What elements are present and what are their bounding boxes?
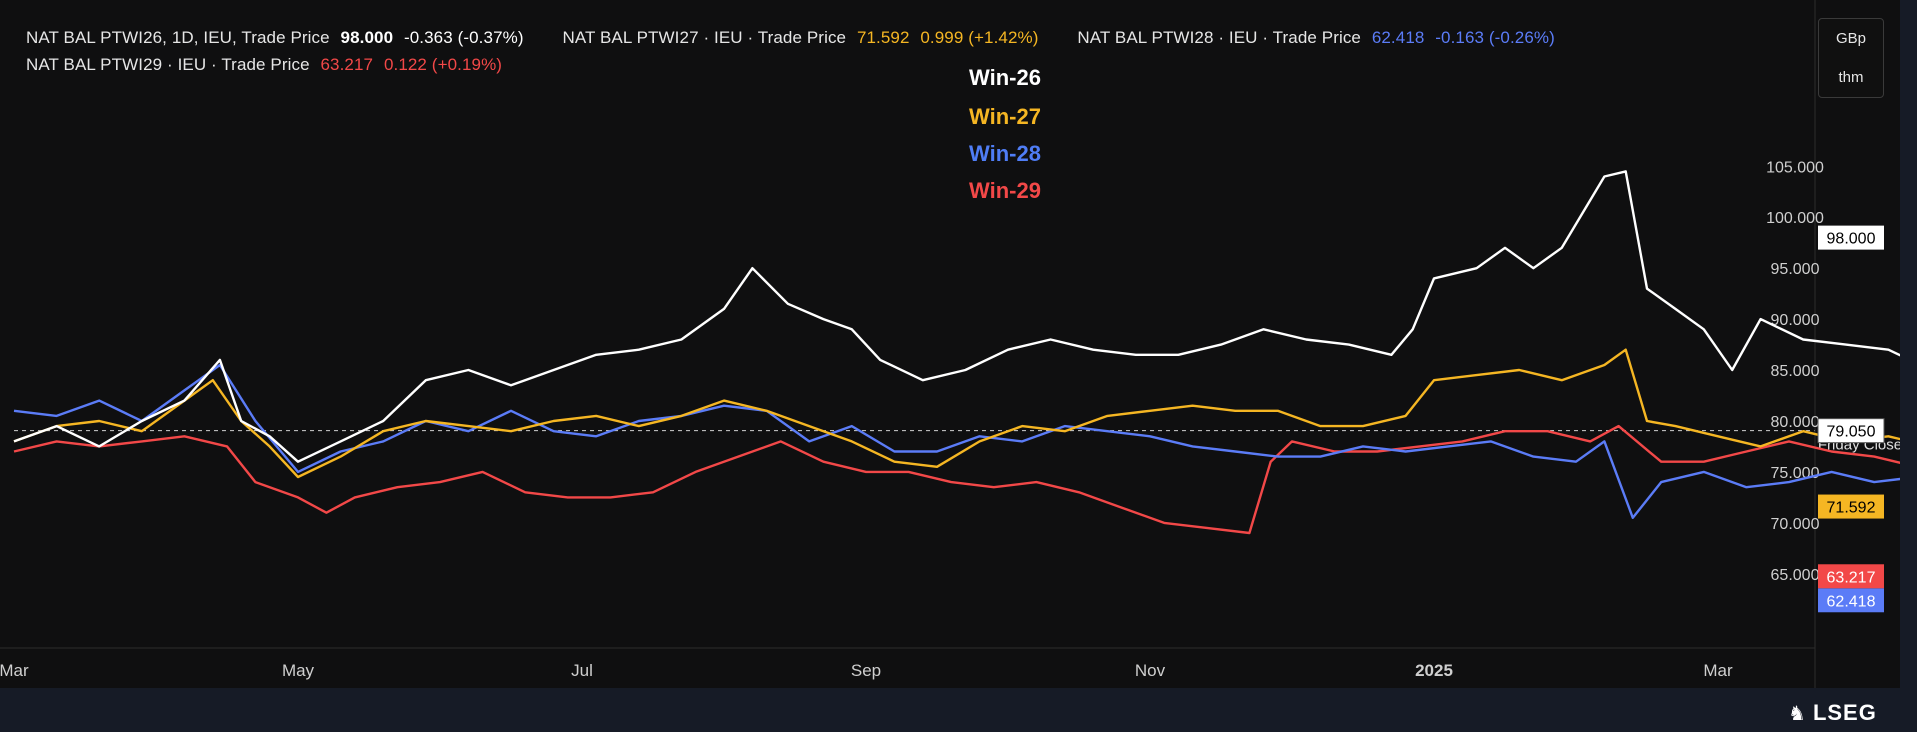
x-tick-label: Mar [0, 661, 29, 680]
reference-price-label-bg [1817, 418, 1885, 444]
brand-text: LSEG [1812, 700, 1877, 725]
series-line-win-27 [13, 348, 1900, 479]
legend-win28-price: 62.418 [1371, 28, 1425, 47]
legend-win27-price: 71.592 [856, 28, 910, 47]
legend-win28-change: -0.163 (-0.26%) [1435, 28, 1555, 47]
x-tick-label: Jul [571, 661, 593, 680]
last-price-bg-win-29 [1818, 564, 1884, 589]
x-tick-label: Sep [851, 661, 881, 680]
last-price-bg-win-27 [1818, 494, 1884, 519]
x-tick-label: Nov [1135, 661, 1166, 680]
y-tick-label: 95.000 [1771, 261, 1820, 278]
legend-win28-name: NAT BAL PTWI28 · IEU · Trade Price [1077, 28, 1361, 47]
unit-currency[interactable]: GBp [1835, 30, 1866, 47]
legend-win29-name: NAT BAL PTWI29 · IEU · Trade Price [26, 55, 310, 74]
y-tick-label: 70.000 [1771, 516, 1820, 533]
series-line-win-28 [13, 363, 1900, 519]
legend-win29-change: 0.122 (+0.19%) [383, 55, 503, 74]
annotation-win-26: Win-26 [969, 65, 1041, 90]
last-price-label-win-26: 98.000 [1827, 231, 1876, 248]
legend-win26-price: 98.000 [340, 28, 394, 47]
unit-measure[interactable]: thm [1838, 69, 1864, 86]
legend-row-1: NAT BAL PTWI26, 1D, IEU, Trade Price 98.… [26, 28, 1561, 48]
legend-row-2: NAT BAL PTWI29 · IEU · Trade Price 63.21… [26, 55, 508, 75]
y-tick-label: 105.000 [1766, 159, 1824, 176]
legend-win29-price: 63.217 [320, 55, 374, 74]
y-tick-label: 80.000 [1771, 414, 1820, 431]
y-tick-label: 90.000 [1771, 312, 1820, 329]
lion-logo-icon: ♞ [1788, 703, 1807, 725]
last-price-label-win-29: 63.217 [1827, 569, 1876, 586]
reference-price-label: 79.050 [1827, 424, 1876, 441]
legend-win26-name: NAT BAL PTWI26, 1D, IEU, Trade Price [26, 28, 330, 47]
last-price-label-win-27: 71.592 [1827, 500, 1876, 517]
y-tick-label: 65.000 [1771, 567, 1820, 584]
x-tick-label: 2025 [1415, 661, 1453, 680]
legend-win27-change: 0.999 (+1.42%) [920, 28, 1039, 47]
annotation-win-27: Win-27 [969, 104, 1041, 129]
line-chart: Friday Close 65.00070.00075.00080.00085.… [0, 0, 1900, 688]
unit-selector[interactable]: GBp thm [1818, 18, 1884, 98]
series-line-win-29 [13, 424, 1900, 535]
series-line-win-26 [13, 170, 1900, 463]
last-price-bg-win-28 [1818, 588, 1884, 613]
y-tick-label: 85.000 [1771, 363, 1820, 380]
annotation-win-29: Win-29 [969, 178, 1041, 203]
x-tick-label: May [282, 661, 315, 680]
x-tick-label: Mar [1703, 661, 1733, 680]
last-price-bg-win-26 [1818, 225, 1884, 250]
chart-panel [0, 0, 1900, 688]
legend-win26-change: -0.363 (-0.37%) [403, 28, 524, 47]
legend-win27-name: NAT BAL PTWI27 · IEU · Trade Price [562, 28, 847, 47]
last-price-label-win-28: 62.418 [1827, 593, 1876, 610]
brand-logo: ♞ LSEG [1788, 700, 1877, 726]
y-tick-label: 75.000 [1771, 465, 1820, 482]
annotation-win-28: Win-28 [969, 141, 1041, 166]
y-tick-label: 100.000 [1766, 210, 1824, 227]
